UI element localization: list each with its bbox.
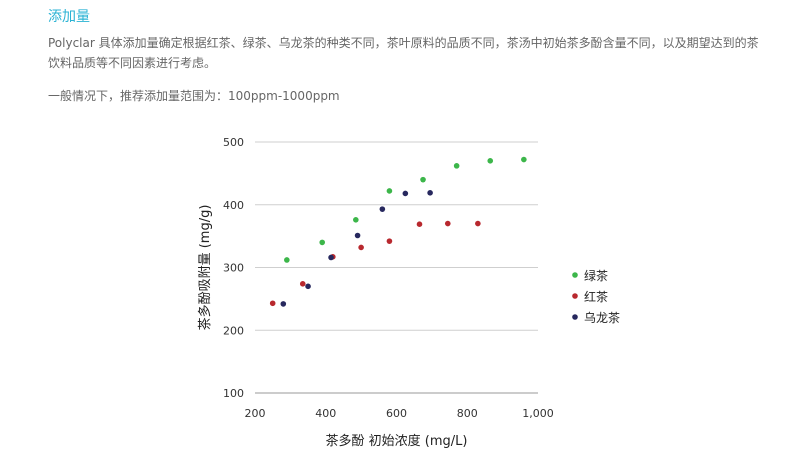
legend-label: 乌龙茶 <box>584 310 620 325</box>
data-point <box>386 188 393 194</box>
data-point <box>487 158 494 164</box>
data-point <box>420 176 426 183</box>
y-tick-label: 400 <box>223 199 244 212</box>
data-point <box>319 239 326 246</box>
y-axis-label: 茶多酚吸附量 (mg/g) <box>197 205 213 331</box>
data-point <box>280 301 287 307</box>
data-point <box>269 300 276 307</box>
description-paragraph: Polyclar 具体添加量确定根据红茶、绿茶、乌龙茶的种类不同，茶叶原料的品质… <box>48 36 759 70</box>
legend-marker <box>572 272 578 278</box>
legend-marker <box>572 293 578 299</box>
x-tick-label: 800 <box>457 407 478 420</box>
x-axis-label: 茶多酚 初始浓度 (mg/L) <box>326 433 468 449</box>
data-point <box>354 232 361 239</box>
x-tick-label: 1,000 <box>522 407 554 420</box>
legend-label: 红茶 <box>584 289 608 304</box>
dosage-range-text: 一般情况下，推荐添加量范围为：100ppm-1000ppm <box>48 89 340 103</box>
data-point <box>444 220 451 227</box>
data-point <box>386 238 393 244</box>
data-point <box>427 190 433 196</box>
y-tick-label: 300 <box>223 262 244 275</box>
x-tick-labels: 200 400 600 800 1,000 <box>245 407 554 420</box>
y-tick-labels: 100 200 300 400 500 <box>223 136 244 400</box>
x-tick-label: 200 <box>245 407 266 420</box>
data-point <box>328 254 334 261</box>
legend-label: 绿茶 <box>584 268 608 283</box>
data-point <box>402 190 409 197</box>
chart-points <box>269 156 527 307</box>
data-point <box>299 281 306 287</box>
data-point <box>475 220 481 227</box>
data-point <box>305 283 311 290</box>
data-point <box>284 257 290 263</box>
section-title: 添加量 <box>48 9 90 25</box>
data-point <box>353 217 359 223</box>
data-point <box>521 156 527 163</box>
data-point <box>453 163 460 169</box>
data-point <box>416 221 423 228</box>
data-point <box>379 206 386 212</box>
chart-grid <box>255 141 538 394</box>
legend-marker <box>572 314 578 320</box>
y-tick-label: 200 <box>223 324 244 337</box>
y-tick-label: 500 <box>223 136 244 149</box>
data-point <box>358 244 364 251</box>
x-tick-label: 600 <box>386 407 407 420</box>
y-tick-label: 100 <box>223 387 244 400</box>
x-tick-label: 400 <box>315 407 336 420</box>
